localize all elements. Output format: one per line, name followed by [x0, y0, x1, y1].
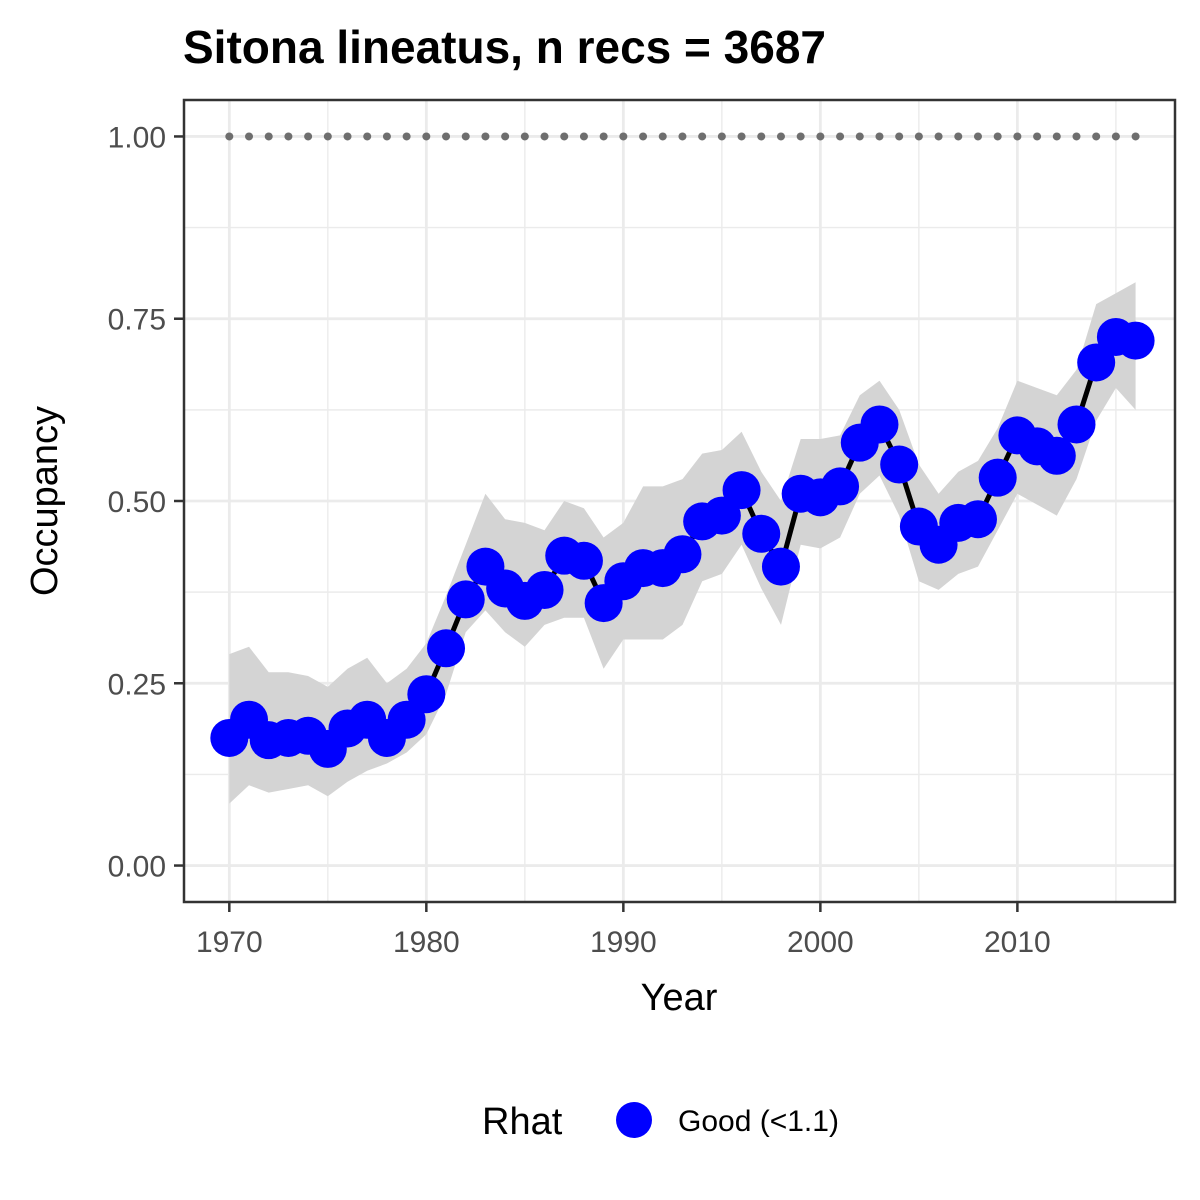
- reference-dot: [1092, 132, 1101, 141]
- x-axis-title: Year: [641, 977, 718, 1019]
- reference-dot: [855, 132, 864, 141]
- reference-dot: [1052, 132, 1061, 141]
- reference-dot: [422, 132, 431, 141]
- reference-dot: [1013, 132, 1022, 141]
- reference-dot: [225, 132, 234, 141]
- reference-dot: [481, 132, 490, 141]
- legend-key-good: [616, 1102, 652, 1138]
- y-tick-label: 0.25: [108, 668, 166, 701]
- reference-dot: [737, 132, 746, 141]
- reference-dot: [1033, 132, 1042, 141]
- reference-dot: [796, 132, 805, 141]
- chart-title: Sitona lineatus, n recs = 3687: [183, 21, 826, 73]
- plot-panel: [182, 98, 1177, 904]
- data-point: [564, 541, 603, 580]
- reference-dot: [501, 132, 510, 141]
- reference-dot: [323, 132, 332, 141]
- legend-label-good: Good (<1.1): [678, 1105, 839, 1138]
- x-tick-label: 1970: [196, 926, 263, 959]
- y-tick-label: 0.75: [108, 304, 166, 337]
- data-point: [742, 514, 781, 553]
- data-point: [427, 629, 466, 668]
- x-tick-label: 2010: [984, 926, 1051, 959]
- data-point: [1057, 405, 1096, 444]
- data-point: [761, 547, 800, 586]
- reference-dot: [934, 132, 943, 141]
- data-point: [958, 500, 997, 539]
- reference-dot: [382, 132, 391, 141]
- data-point: [860, 405, 899, 444]
- data-point: [722, 471, 761, 510]
- data-point: [446, 580, 485, 619]
- reference-dot: [875, 132, 884, 141]
- reference-dot: [619, 132, 628, 141]
- reference-dot: [717, 132, 726, 141]
- y-tick-label: 0.50: [108, 486, 166, 519]
- reference-dot: [914, 132, 923, 141]
- reference-dot: [1072, 132, 1081, 141]
- reference-dot: [461, 132, 470, 141]
- reference-dot: [343, 132, 352, 141]
- y-axis-title: Occupancy: [24, 406, 66, 596]
- x-tick-label: 2000: [787, 926, 854, 959]
- data-point: [407, 675, 446, 714]
- reference-dot: [895, 132, 904, 141]
- data-point: [821, 467, 860, 506]
- legend: Rhat Good (<1.1): [482, 1101, 839, 1143]
- data-point: [663, 535, 702, 574]
- y-tick-label: 1.00: [108, 121, 166, 154]
- reference-dot: [579, 132, 588, 141]
- reference-dot: [658, 132, 667, 141]
- reference-dot: [442, 132, 451, 141]
- data-point: [1116, 321, 1155, 360]
- reference-dot: [678, 132, 687, 141]
- x-axis: 1970 1980 1990 2000 2010: [196, 902, 1051, 959]
- reference-dot: [1131, 132, 1140, 141]
- reference-dot: [402, 132, 411, 141]
- reference-dot: [520, 132, 529, 141]
- reference-dot: [599, 132, 608, 141]
- reference-dot: [954, 132, 963, 141]
- data-point: [1037, 436, 1076, 475]
- reference-dot: [836, 132, 845, 141]
- legend-title: Rhat: [482, 1101, 563, 1143]
- data-point: [880, 445, 919, 484]
- data-point: [978, 458, 1017, 497]
- y-tick-label: 0.00: [108, 851, 166, 884]
- reference-dot: [973, 132, 982, 141]
- reference-dot: [363, 132, 372, 141]
- reference-dot: [776, 132, 785, 141]
- reference-dot: [993, 132, 1002, 141]
- reference-dot: [264, 132, 273, 141]
- x-tick-label: 1990: [590, 926, 657, 959]
- reference-dot: [245, 132, 254, 141]
- reference-dot: [1111, 132, 1120, 141]
- reference-dot: [816, 132, 825, 141]
- x-tick-label: 1980: [393, 926, 460, 959]
- y-axis: 0.00 0.25 0.50 0.75 1.00: [108, 121, 184, 884]
- reference-dot: [698, 132, 707, 141]
- data-point: [525, 570, 564, 609]
- reference-dot: [639, 132, 648, 141]
- reference-dot: [540, 132, 549, 141]
- reference-dot: [560, 132, 569, 141]
- reference-dot: [304, 132, 313, 141]
- reference-dot: [284, 132, 293, 141]
- reference-dot: [757, 132, 766, 141]
